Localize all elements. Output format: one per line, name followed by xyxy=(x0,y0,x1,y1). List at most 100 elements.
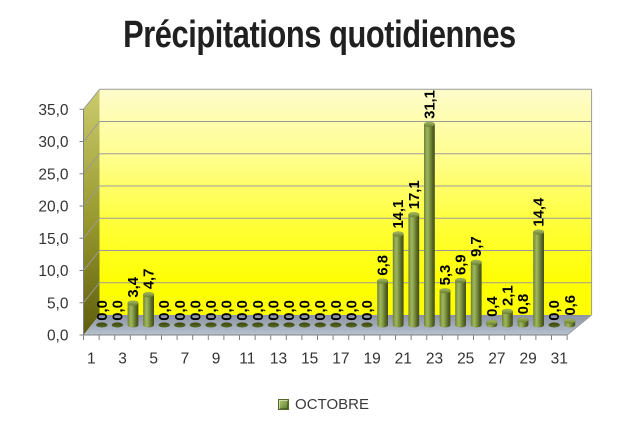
bar-day-10 xyxy=(236,322,248,328)
gridline-side-35 xyxy=(83,88,100,110)
cylinder-body-day-23 xyxy=(439,290,451,328)
cylinder-top-day-21 xyxy=(408,211,420,218)
bar-day-26 xyxy=(486,319,498,328)
gridlines xyxy=(83,88,592,304)
cylinder-top-day-23 xyxy=(439,288,451,294)
bar-day-29 xyxy=(532,229,545,328)
zero-marker-day-15 xyxy=(314,322,326,328)
cylinder-top-day-27 xyxy=(501,308,514,315)
cylinder-body-day-29 xyxy=(533,232,544,328)
cylinder-body-day-20 xyxy=(392,234,404,328)
data-label-day-14: 0,0 xyxy=(298,300,314,321)
data-label-day-15: 0,0 xyxy=(313,300,329,321)
zero-marker-day-5 xyxy=(158,322,170,328)
chart-title: Précipitations quotidiennes xyxy=(123,14,516,56)
x-tick-label-31: 31 xyxy=(551,351,568,368)
data-label-day-3: 3,4 xyxy=(126,276,142,297)
data-label-day-29: 14,4 xyxy=(532,197,548,227)
gridline-side-10 xyxy=(83,250,100,271)
bar-day-11 xyxy=(252,322,264,328)
cylinder-top-day-28 xyxy=(517,317,529,323)
cylinder-top-day-31 xyxy=(564,318,576,324)
x-tick-label-13: 13 xyxy=(270,351,287,368)
data-label-day-5: 0,0 xyxy=(157,300,173,321)
bar-day-4 xyxy=(142,291,155,328)
x-tick-label-19: 19 xyxy=(363,351,380,368)
cylinder-top-day-19 xyxy=(376,278,389,284)
bar-day-24 xyxy=(454,277,467,328)
cylinder-top-day-22 xyxy=(423,121,436,128)
data-label-day-28: 0,8 xyxy=(516,294,532,315)
x-tick-label-7: 7 xyxy=(181,351,190,368)
bar-day-5 xyxy=(158,322,170,328)
cylinder-body-day-4 xyxy=(143,294,154,328)
data-label-day-18: 0,0 xyxy=(360,300,376,321)
bar-day-8 xyxy=(205,322,217,328)
zero-marker-day-7 xyxy=(189,322,202,328)
cylinder-body-day-21 xyxy=(408,214,420,328)
data-label-day-21: 17,1 xyxy=(407,180,423,209)
zero-marker-day-13 xyxy=(283,322,295,328)
bar-day-31 xyxy=(564,318,576,328)
data-label-day-10: 0,0 xyxy=(235,300,251,321)
gridline-side-30 xyxy=(83,121,100,142)
data-label-day-30: 0,0 xyxy=(547,300,563,321)
side-wall xyxy=(83,89,100,335)
data-label-day-27: 2,1 xyxy=(500,285,516,306)
cylinder-top-day-29 xyxy=(532,229,545,235)
y-tick-label-25: 25,0 xyxy=(38,166,69,183)
back-wall xyxy=(99,89,592,315)
zero-marker-day-11 xyxy=(252,322,264,328)
cylinder-body-day-19 xyxy=(377,281,388,328)
y-tick-label-30: 30,0 xyxy=(38,134,69,151)
bar-day-16 xyxy=(330,322,342,328)
data-label-day-8: 0,0 xyxy=(204,300,220,321)
legend: OCTOBRE xyxy=(0,392,640,416)
gridline-side-15 xyxy=(83,217,100,239)
x-tick-label-29: 29 xyxy=(519,351,536,368)
bar-day-17 xyxy=(345,322,358,328)
bar-day-6 xyxy=(174,322,186,328)
x-tick-label-21: 21 xyxy=(395,351,412,368)
y-tick-label-35: 35,0 xyxy=(38,102,69,119)
y-tick-label-0: 0,0 xyxy=(47,328,69,345)
legend-key-octobre xyxy=(278,398,290,410)
bar-day-21 xyxy=(408,211,420,328)
bar-day-25 xyxy=(470,259,482,328)
data-label-day-19: 6,8 xyxy=(376,255,392,276)
x-tick-label-25: 25 xyxy=(457,351,474,368)
bar-day-14 xyxy=(298,322,311,328)
bar-day-28 xyxy=(517,317,529,328)
bar-day-22 xyxy=(423,121,436,328)
data-label-day-13: 0,0 xyxy=(282,300,298,321)
cylinder-top-day-24 xyxy=(454,277,467,284)
bar-day-15 xyxy=(314,322,326,328)
x-tick-label-27: 27 xyxy=(488,351,505,368)
x-tick-label-23: 23 xyxy=(426,351,443,368)
zero-marker-day-9 xyxy=(220,322,233,328)
data-label-day-6: 0,0 xyxy=(173,300,189,321)
data-label-day-24: 6,9 xyxy=(454,254,470,275)
y-tick-label-10: 10,0 xyxy=(38,263,69,280)
zero-marker-day-1 xyxy=(96,322,108,328)
data-label-day-20: 14,1 xyxy=(391,200,407,229)
x-tick-label-15: 15 xyxy=(301,351,318,368)
data-label-day-2: 0,0 xyxy=(110,300,126,321)
cylinder-top-day-25 xyxy=(470,259,482,266)
cylinder-top-day-4 xyxy=(142,291,155,298)
y-tick-label-5: 5,0 xyxy=(47,295,69,312)
data-label-day-25: 9,7 xyxy=(469,236,485,257)
cylinder-top-day-20 xyxy=(392,231,404,237)
data-label-day-1: 0,0 xyxy=(95,300,111,321)
data-label-day-7: 0,0 xyxy=(188,300,204,321)
gridline-side-5 xyxy=(83,282,100,304)
data-label-day-31: 0,6 xyxy=(563,295,579,316)
gridline-side-25 xyxy=(83,153,100,175)
x-tick-label-17: 17 xyxy=(332,351,349,368)
cylinder-top-day-3 xyxy=(127,300,139,306)
gridline-side-20 xyxy=(83,185,100,207)
zero-marker-day-18 xyxy=(361,322,373,328)
data-label-day-16: 0,0 xyxy=(329,300,345,321)
